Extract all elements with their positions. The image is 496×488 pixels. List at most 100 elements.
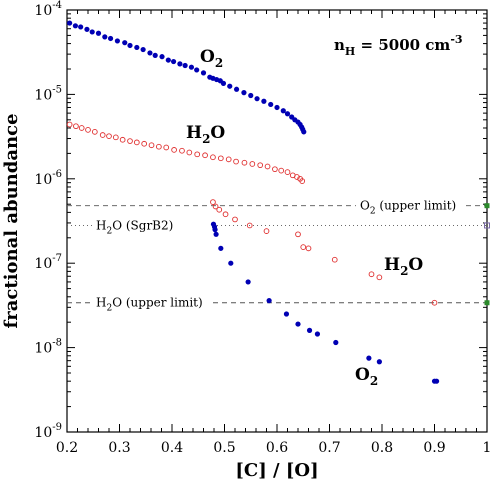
data-point [216,206,223,213]
data-point [112,134,119,141]
x-tick-label: 0.5 [213,440,235,456]
reference-line-1 [67,222,490,229]
data-point [210,154,216,161]
data-point [218,245,224,251]
data-point [376,274,383,281]
data-point [263,228,270,234]
data-point [163,144,170,151]
reference-lines [67,203,490,306]
reference-line-0 [67,203,490,209]
reference-line-label: H2O (upper limit) [96,296,203,314]
data-point [257,162,264,169]
chart-labels: 0.2 0.3 0.4 0.5 0.6 0.7 0.8 0.9 1 10-9 10-8 10-7 10-… [1,0,491,481]
data-point [91,128,98,135]
x-axis-label: [C] / [O] [235,460,318,481]
data-point [73,123,79,130]
data-point [227,83,233,89]
data-point [272,166,278,173]
data-point [254,96,260,102]
data-point [106,133,112,140]
data-point [212,227,218,233]
data-point [305,245,312,252]
x-tick-label: 0.7 [318,440,340,456]
y-tick-label: 10-7 [34,253,62,272]
data-point [152,52,158,58]
reference-line-label: O2 (upper limit) [360,199,456,217]
data-point [67,20,73,26]
data-point [78,125,85,131]
data-point [241,159,248,166]
data-point [107,35,114,42]
data-point [333,339,339,346]
plot-area [66,9,488,433]
y-axis-label: fractional abundance [1,113,22,328]
data-point [306,327,313,333]
data-point [220,80,227,86]
data-point [249,161,256,167]
data-point [148,142,155,149]
data-point [284,169,291,175]
data-point [119,136,126,143]
data-point [268,101,274,108]
data-point [179,147,185,154]
data-point [170,58,177,65]
data-point [245,279,251,285]
series-1 [66,121,306,184]
data-point [233,86,240,92]
data-point [241,90,247,96]
data-point [141,140,148,147]
data-point [210,199,216,205]
data-point [186,149,193,156]
data-point [331,256,338,263]
x-tick-label: 0.3 [108,440,130,456]
series-3 [210,221,440,384]
data-point [72,23,78,29]
data-point [95,30,102,36]
x-tick-label: 0.9 [423,440,445,456]
observed-limit-marker [484,300,490,306]
data-point [66,121,73,128]
data-point [295,321,301,327]
data-point [200,70,207,76]
data-point [182,62,188,69]
data-point [248,92,254,99]
data-point [84,26,90,32]
data-point [314,331,321,337]
data-point [261,98,267,104]
data-point [294,174,300,180]
data-point [283,311,290,317]
data-point [217,155,224,162]
data-point [431,299,438,306]
data-point [202,152,208,159]
density-annotation: nH = 5000 cm-3 [334,33,463,58]
data-point [171,147,177,153]
series-2 [210,199,438,306]
y-tick-label: 10-8 [34,338,62,357]
data-point [232,216,238,223]
data-point [246,222,253,229]
data-point [295,231,301,238]
data-point [376,359,382,365]
data-point [165,57,171,63]
data-point [140,46,146,53]
data-point [127,42,133,49]
data-point [225,156,232,163]
x-tick-label: 0.4 [161,440,183,456]
reference-line-2 [67,300,490,306]
data-point [300,244,307,250]
data-point [228,260,234,266]
data-point [99,132,106,138]
data-point [159,54,165,60]
observed-value-marker [484,222,490,229]
data-point [85,127,91,133]
data-point [177,61,183,67]
observed-limit-marker [484,203,490,209]
y-tick-label: 10-5 [34,84,62,103]
data-point [366,355,372,361]
data-point [299,178,306,184]
data-point [212,203,219,210]
data-point [127,138,133,144]
x-tick-label: 0.8 [371,440,393,456]
reference-line-label: H2O (SgrB2) [96,218,173,236]
